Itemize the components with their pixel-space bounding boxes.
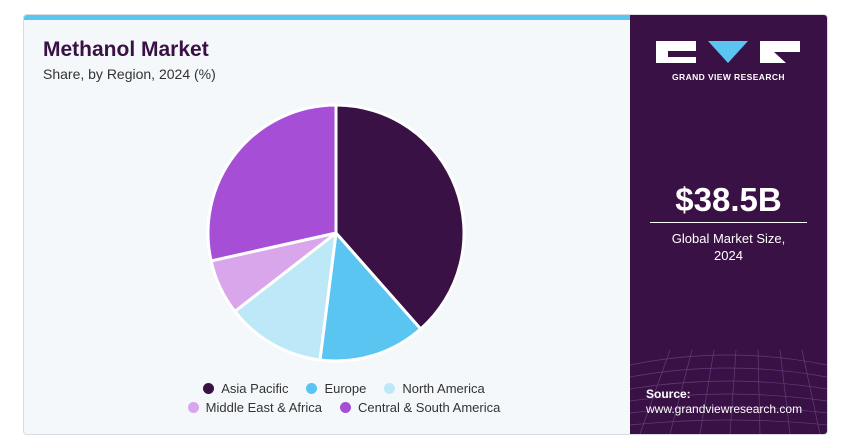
legend-item-north-america: North America [384,381,485,396]
market-caption-line2: 2024 [714,248,743,263]
infographic-card: Methanol Market Share, by Region, 2024 (… [23,14,828,435]
source-label: Source: [646,387,691,401]
divider [650,222,807,223]
legend-label-central-south-america: Central & South America [357,400,501,415]
legend-swatch-europe [306,383,318,394]
source-url: www.grandviewresearch.com [646,402,803,416]
logo-text: GRAND VIEW RESEARCH [672,72,785,82]
market-caption-line1: Global Market Size, [671,231,786,246]
accent-bar [24,15,630,20]
pie-slice-central-south-america [206,103,338,263]
legend-item-central-south-america: Central & South America [339,400,501,415]
legend-item-middle-east-africa: Middle East & Africa [187,400,322,415]
legend-label-asia-pacific: Asia Pacific [221,381,289,396]
legend-item-europe: Europe [306,381,366,396]
legend-row-1: Asia Pacific Europe North America [124,381,564,396]
chart-title: Methanol Market [43,38,209,61]
legend-swatch-central-south-america [339,402,351,413]
pie-slice-north-america [233,231,338,362]
sidebar-panel: GRAND VIEW RESEARCH $38.5B Global Market… [630,15,827,434]
legend-label-europe: Europe [324,381,367,396]
source-credit: Source: www.grandviewresearch.com [646,387,802,417]
legend-row-2: Middle East & Africa Central & South Ame… [124,400,564,415]
legend-swatch-asia-pacific [203,383,215,394]
pie-chart [206,103,466,363]
pie-slice-europe [318,231,423,363]
legend-label-north-america: North America [402,381,485,396]
gvr-logo-icon [656,41,800,63]
market-size-value: $38.5B [675,181,782,218]
legend-swatch-middle-east-africa [187,402,199,413]
legend-label-middle-east-africa: Middle East & Africa [205,400,322,415]
decorative-grid [630,349,827,434]
market-size-caption: Global Market Size, 2024 [630,230,827,264]
pie-slice-asia-pacific [334,103,466,331]
legend-swatch-north-america [384,383,396,394]
chart-legend: Asia Pacific Europe North America Middle… [124,381,564,419]
chart-subtitle: Share, by Region, 2024 (%) [43,66,216,82]
legend-item-asia-pacific: Asia Pacific [203,381,288,396]
